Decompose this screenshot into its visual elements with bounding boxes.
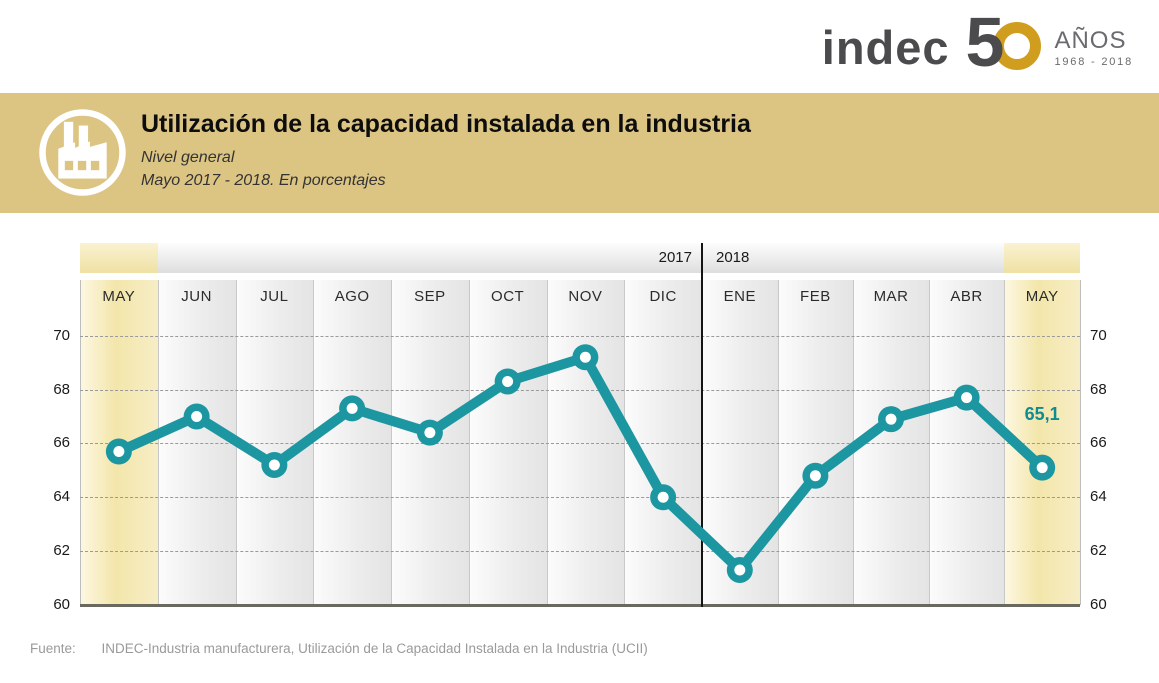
indec-wordmark: indec (821, 20, 950, 74)
y-tick-right-64: 64 (1090, 488, 1107, 506)
y-tick-left-68: 68 (53, 380, 70, 398)
month-label-MAR-10: MAR (873, 288, 909, 305)
y-tick-left-70: 70 (53, 326, 70, 344)
anniversary-label: AÑOS (1054, 27, 1127, 55)
y-tick-right-66: 66 (1090, 434, 1107, 452)
month-label-OCT-5: OCT (491, 288, 525, 305)
header-text: Utilización de la capacidad instalada en… (141, 110, 751, 192)
month-label-JUN-1: JUN (181, 288, 212, 305)
gridline-64 (80, 497, 1080, 499)
subtitle-level: Nivel general (141, 148, 235, 166)
factory-icon (36, 106, 129, 199)
subtitle-period: Mayo 2017 - 2018. En porcentajes (141, 171, 386, 189)
anniversary-50-mark: 5 (965, 3, 1042, 81)
gridline-62 (80, 551, 1080, 553)
month-label-DIC-7: DIC (649, 288, 677, 305)
year-label-2017: 2017 (658, 249, 692, 266)
y-tick-right-70: 70 (1090, 326, 1107, 344)
y-tick-right-68: 68 (1090, 380, 1107, 398)
gridline-70 (80, 335, 1080, 337)
gridline-68 (80, 389, 1080, 391)
year-label-2018: 2018 (716, 249, 750, 266)
page-title: Utilización de la capacidad instalada en… (141, 110, 751, 138)
source-label: Fuente: (30, 641, 76, 656)
month-label-AGO-3: AGO (334, 288, 370, 305)
plot-left-edge (80, 280, 81, 605)
indec-logo: indec 5 AÑOS 1968 - 2018 (821, 3, 1133, 81)
month-label-ENE-8: ENE (723, 288, 756, 305)
years-strip-highlight (1004, 243, 1080, 273)
month-label-NOV-6: NOV (568, 288, 603, 305)
y-tick-left-60: 60 (53, 596, 70, 613)
y-tick-left-62: 62 (53, 542, 70, 560)
y-tick-right-60: 60 (1090, 596, 1107, 613)
years-strip (80, 243, 1080, 273)
year-divider-line (701, 243, 703, 607)
y-tick-right-62: 62 (1090, 542, 1107, 560)
month-label-JUL-2: JUL (260, 288, 289, 305)
month-label-ABR-11: ABR (950, 288, 983, 305)
last-value-label: 65,1 (1024, 403, 1060, 424)
plot-right-edge (1080, 280, 1081, 605)
y-tick-left-66: 66 (53, 434, 70, 452)
gold-ring-icon (993, 22, 1042, 71)
anniversary-text: AÑOS 1968 - 2018 (1054, 29, 1133, 69)
x-axis-line (80, 604, 1080, 607)
anniversary-years: 1968 - 2018 (1054, 56, 1133, 69)
years-strip-highlight (80, 243, 158, 273)
anniversary-digit-5: 5 (965, 3, 1005, 81)
header-band: Utilización de la capacidad instalada en… (0, 93, 1159, 213)
gridline-66 (80, 443, 1080, 445)
y-tick-left-64: 64 (53, 488, 70, 506)
source-text: INDEC-Industria manufacturera, Utilizaci… (101, 641, 648, 656)
month-label-MAY-0: MAY (102, 288, 136, 305)
month-label-FEB-9: FEB (800, 288, 831, 305)
month-label-MAY-12: MAY (1025, 288, 1059, 305)
source-note: Fuente: INDEC-Industria manufacturera, U… (30, 641, 648, 656)
month-label-SEP-4: SEP (414, 288, 446, 305)
